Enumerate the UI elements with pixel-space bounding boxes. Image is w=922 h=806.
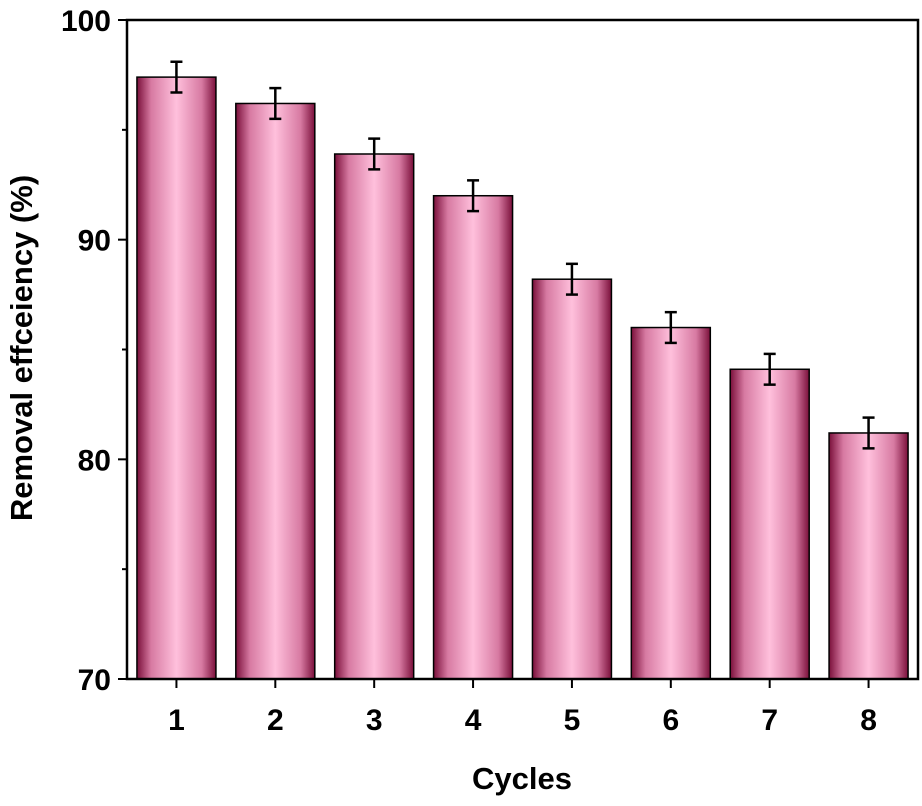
bar-cycle-8 (828, 432, 909, 680)
y-tick-label: 70 (78, 664, 111, 697)
error-bar-cycle-3 (368, 137, 381, 171)
error-bar-cycle-5 (565, 262, 578, 296)
x-tick-label: 8 (860, 704, 877, 737)
x-tick-label: 5 (564, 704, 581, 737)
bars-group (136, 76, 909, 680)
y-tick-label: 90 (78, 225, 111, 258)
error-bar-cycle-6 (664, 310, 677, 345)
axes-group (118, 18, 920, 688)
bar-cycle-7 (729, 368, 810, 680)
y-axis-title: Removal effceiency (%) (4, 175, 39, 521)
x-tick-label: 3 (366, 704, 383, 737)
bar-cycle-2 (235, 102, 316, 680)
x-axis-title: Cycles (472, 761, 572, 796)
error-bar-cycle-7 (763, 352, 776, 386)
x-tick-label: 4 (465, 704, 482, 737)
x-tick-label: 7 (761, 704, 778, 737)
y-tick-label: 80 (78, 444, 111, 477)
bar-cycle-6 (630, 326, 712, 680)
x-tick-label: 2 (267, 704, 284, 737)
x-tick-label: 1 (168, 704, 185, 737)
error-bar-cycle-4 (467, 179, 480, 213)
x-tick-label: 6 (662, 704, 679, 737)
error-bar-cycle-1 (170, 60, 183, 94)
bar-cycle-3 (333, 153, 415, 680)
y-tick-label: 100 (61, 5, 111, 38)
bar-cycle-5 (531, 278, 613, 680)
bar-cycle-1 (136, 76, 217, 680)
error-bars-group (170, 60, 875, 450)
tick-labels-group: 1 2 3 4 5 6 7 8 70 80 90 100 (61, 5, 877, 737)
bar-cycle-4 (432, 194, 514, 680)
error-bar-cycle-8 (862, 416, 875, 450)
error-bar-cycle-2 (269, 86, 282, 121)
